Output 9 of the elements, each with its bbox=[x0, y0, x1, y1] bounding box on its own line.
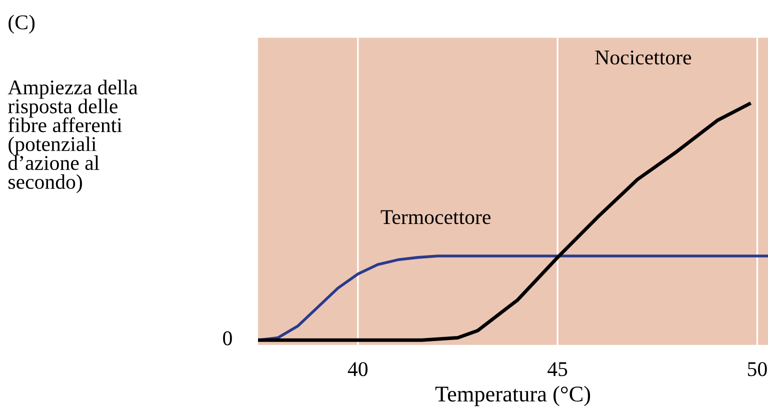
x-tick-label: 50 bbox=[748, 362, 767, 376]
x-tick-label: 45 bbox=[548, 362, 568, 376]
text: Nocicettore bbox=[595, 50, 692, 65]
x-tick-label: 40 bbox=[348, 362, 368, 376]
text: (C) bbox=[8, 14, 35, 34]
text: Ampiezza della risposta delle fibre afferenti (potenziali d’azione al secondo) bbox=[8, 80, 138, 194]
text: 0 bbox=[223, 331, 232, 346]
x-axis-title: Temperatura (°C) bbox=[435, 386, 590, 406]
series-label: Termocettore bbox=[380, 210, 490, 224]
